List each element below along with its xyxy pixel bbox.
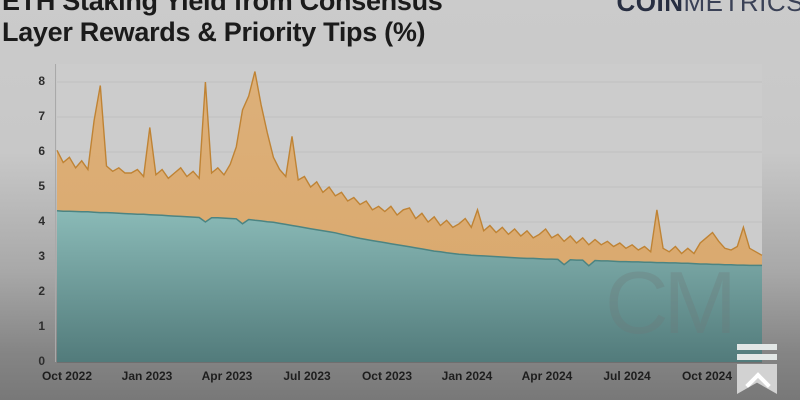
bookmark-ribbon-icon[interactable] bbox=[737, 344, 777, 394]
chart-title-line1: ETH Staking Yield from Consensus bbox=[2, 0, 443, 16]
cm-watermark: CM bbox=[605, 253, 737, 352]
ribbon-bar-bottom bbox=[737, 354, 777, 360]
ribbon-bar-top bbox=[737, 344, 777, 350]
logo-text-metrics: METRICS bbox=[683, 0, 800, 17]
chart-title: ETH Staking Yield from Consensus Layer R… bbox=[2, 0, 502, 48]
ribbon-flag bbox=[737, 364, 777, 394]
coinmetrics-logo: COINMETRICS bbox=[617, 0, 800, 17]
chart-title-line2: Layer Rewards & Priority Tips (%) bbox=[2, 17, 426, 47]
chevron-up-icon bbox=[745, 372, 771, 394]
logo-text-coin: COIN bbox=[616, 0, 684, 17]
